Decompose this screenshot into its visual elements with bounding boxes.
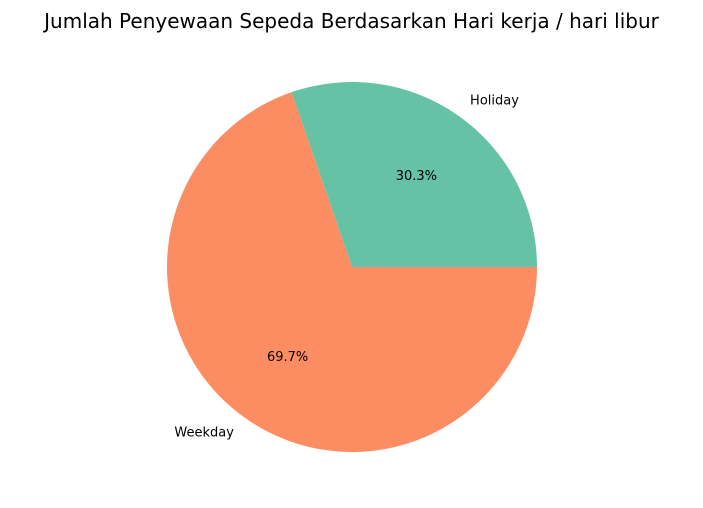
pie-labels: Holiday 30.3% Weekday 69.7% (174, 94, 519, 441)
slice-label-holiday: Holiday (470, 94, 519, 109)
slice-percent-holiday: 30.3% (396, 169, 437, 184)
pie-slice-weekday (167, 92, 537, 453)
slice-label-weekday: Weekday (174, 425, 234, 440)
chart-title: Jumlah Penyewaan Sepeda Berdasarkan Hari… (44, 9, 659, 33)
pie-slices (167, 82, 537, 453)
pie-slice-holiday (291, 82, 537, 268)
slice-percent-weekday: 69.7% (267, 350, 308, 365)
